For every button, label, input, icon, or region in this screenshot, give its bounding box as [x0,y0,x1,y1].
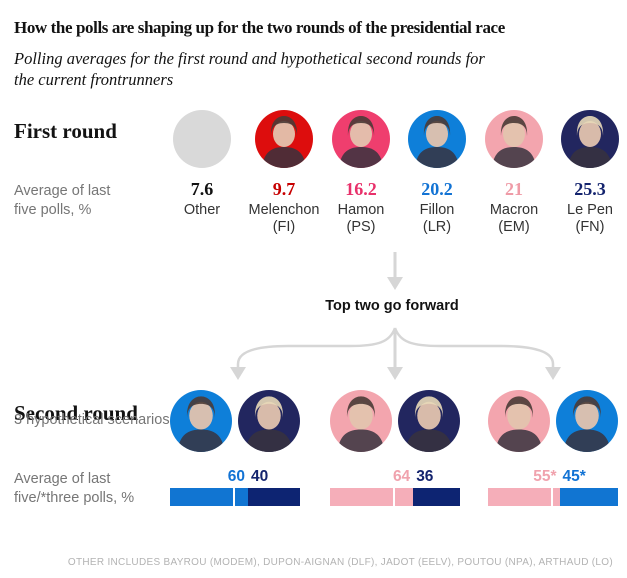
person-silhouette-icon [495,396,543,452]
fillon-name: Fillon [419,202,455,218]
fifty-percent-tick [393,488,395,506]
scenario-3-bar-right-segment [559,488,618,506]
axis-label-line-1: Average of last [14,183,111,199]
person-silhouette-icon [339,116,383,168]
other-value: 7.6 [190,179,214,199]
first-round-axis-label: Average of last five polls, % [14,182,110,220]
scenario-macron-vs-fillon: 55* 45* [488,390,618,508]
fifty-percent-tick [233,488,235,506]
candidate-macron: 21 Macron (EM) [472,110,556,236]
person-silhouette-icon [563,396,611,452]
lepen-photo [398,390,460,452]
hamon-value: 16.2 [345,179,377,199]
scenario-3-left-value: 55* [533,468,557,485]
footnote: OTHER INCLUDES BAYROU (MODEM), DUPON-AIG… [67,557,613,568]
page-title: How the polls are shaping up for the two… [14,18,505,38]
person-silhouette-icon [337,396,385,452]
scenario-fillon-vs-lepen: 60 40 [170,390,300,508]
lepen-photo [561,110,619,168]
other-name: Other [183,202,221,218]
candidate-melenchon: 9.7 Melenchon (FI) [242,110,326,236]
scenario-1-bar-right-segment [248,488,300,506]
melenchon-value: 9.7 [272,179,296,199]
person-silhouette-icon [262,116,306,168]
first-round-heading: First round [14,119,117,144]
scenario-2-left-value: 64 [392,468,411,485]
hamon-party: (PS) [346,219,376,235]
lepen-name: Le Pen [567,202,613,218]
scenario-1-values: 60 40 [228,468,269,486]
scenario-2-bar [330,488,460,506]
person-silhouette-icon [405,396,453,452]
melenchon-party: (FI) [272,219,296,235]
scenario-3-values: 55* 45* [533,468,586,486]
scenario-3-bar [488,488,618,506]
person-silhouette-icon [568,116,612,168]
person-silhouette-icon [415,116,459,168]
macron-photo [485,110,543,168]
macron-name: Macron [489,202,539,218]
page-subtitle: Polling averages for the first round and… [14,48,594,90]
scenario-3-bar-left-segment [488,488,560,506]
fillon-photo [556,390,618,452]
melenchon-photo [255,110,313,168]
second-round-subheading: 3 hypothetical scenarios [14,412,170,428]
scenario-2-bar-left-segment [330,488,414,506]
scenario-macron-vs-lepen: 64 36 [330,390,460,508]
lepen-party: (FN) [575,219,605,235]
lepen-value: 25.3 [574,179,606,199]
axis-label-line-1: Average of last [14,471,111,487]
flow-annotation: Top two go forward [325,298,459,314]
melenchon-name: Melenchon [248,202,320,218]
scenario-3-right-value: 45* [562,468,586,485]
scenario-2-values: 64 36 [393,468,434,486]
axis-label-line-2: five polls, % [14,202,92,218]
candidate-hamon: 16.2 Hamon (PS) [319,110,403,236]
scenario-1-right-value: 40 [251,468,269,485]
scenario-1-matchup [170,390,300,452]
down-arrow [387,252,403,290]
other-circle [173,110,231,168]
branch-arrows [230,327,561,380]
fillon-value: 20.2 [421,179,453,199]
fillon-photo [408,110,466,168]
scenario-1-bar [170,488,300,506]
scenario-2-matchup [330,390,460,452]
scenario-3-matchup [488,390,618,452]
second-round-heading: Second round [14,401,138,426]
macron-value: 21 [505,179,523,199]
subtitle-line-1: Polling averages for the first round and… [14,48,485,68]
axis-label-line-2: five/*three polls, % [14,490,135,506]
macron-photo [488,390,550,452]
second-round-axis-label: Average of last five/*three polls, % [14,470,134,508]
scenario-2-bar-right-segment [413,488,460,506]
hamon-name: Hamon [337,202,385,218]
candidate-fillon: 20.2 Fillon (LR) [395,110,479,236]
scenario-1-left-value: 60 [227,468,245,485]
scenario-1-bar-left-segment [170,488,248,506]
scenario-2-right-value: 36 [416,468,434,485]
person-silhouette-icon [245,396,293,452]
lepen-photo [238,390,300,452]
fillon-photo [170,390,232,452]
candidate-other: 7.6 Other [160,110,244,219]
macron-photo [330,390,392,452]
person-silhouette-icon [492,116,536,168]
subtitle-line-2: the current frontrunners [14,69,174,89]
person-silhouette-icon [177,396,225,452]
hamon-photo [332,110,390,168]
fillon-party: (LR) [422,219,452,235]
candidate-lepen: 25.3 Le Pen (FN) [548,110,627,236]
fifty-percent-tick [551,488,553,506]
macron-party: (EM) [498,219,530,235]
